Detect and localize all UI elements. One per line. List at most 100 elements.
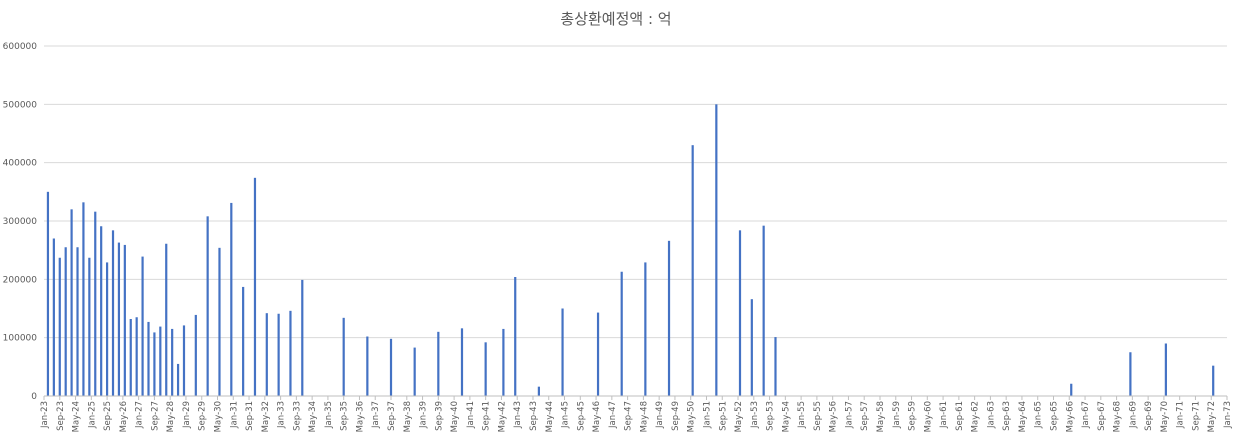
x-tick-label: Jan-27 (135, 401, 145, 429)
y-tick-label: 400000 (3, 159, 38, 169)
bar (100, 226, 103, 396)
x-tick-label: Sep-45 (576, 401, 586, 431)
bar (691, 145, 694, 396)
x-tick-label: Sep-57 (860, 401, 870, 431)
bar (596, 312, 600, 396)
x-tick-label: May-24 (72, 401, 82, 432)
x-tick-label: Sep-59 (908, 401, 918, 431)
bar (667, 240, 671, 396)
x-tick-label: May-68 (1113, 401, 1123, 432)
bar (194, 314, 197, 396)
bar (129, 319, 132, 396)
bar (230, 202, 233, 396)
x-tick-label: Sep-65 (1049, 401, 1059, 431)
x-tick-label: Sep-61 (955, 401, 965, 431)
x-tick-label: Jan-71 (1176, 401, 1186, 429)
x-tick-label: Jan-67 (1081, 401, 1091, 429)
x-tick-label: Jan-29 (182, 401, 192, 429)
bar (1129, 352, 1132, 396)
bar (242, 286, 245, 396)
x-tick-label: May-32 (261, 401, 271, 432)
bar (537, 386, 540, 396)
x-tick-label: May-46 (592, 401, 602, 432)
chart-title: 총상환예정액 : 억 (560, 10, 671, 28)
y-tick-label: 200000 (3, 275, 38, 285)
x-tick-label: May-56 (829, 401, 839, 432)
bar (413, 347, 416, 396)
bar (750, 299, 753, 396)
x-tick-label: Jan-63 (986, 401, 996, 429)
x-tick-label: Sep-23 (56, 401, 66, 431)
bar (1164, 343, 1167, 396)
bar (253, 177, 257, 396)
x-tick-label: May-60 (923, 401, 933, 432)
x-tick-label: Sep-43 (529, 401, 539, 431)
x-tick-label: Jan-45 (561, 401, 571, 429)
bar (738, 230, 742, 396)
bar (206, 216, 209, 396)
x-tick-label: Jan-41 (466, 401, 476, 429)
x-tick-label: Jan-31 (229, 401, 239, 429)
y-tick-label: 300000 (3, 217, 38, 227)
bar (218, 247, 221, 396)
bar (105, 262, 109, 396)
bar (644, 262, 647, 396)
bar (389, 338, 393, 396)
bar (123, 244, 126, 396)
bar (301, 279, 304, 396)
x-tick-label: Jan-35 (324, 401, 334, 429)
x-tick-label: May-34 (308, 401, 318, 432)
x-tick-label: May-48 (639, 401, 649, 432)
bar (289, 310, 292, 396)
x-tick-label: Sep-47 (624, 401, 634, 431)
x-tick-label: Sep-33 (292, 401, 302, 431)
bar (82, 202, 85, 396)
bar (135, 317, 138, 396)
bar (762, 225, 765, 396)
bar (484, 342, 487, 396)
gridlines (44, 45, 1227, 339)
bar (147, 321, 150, 396)
x-tick-label: Sep-51 (718, 401, 728, 431)
y-axis-ticks: 0 100000 200000 300000 400000 500000 600000 (3, 42, 38, 402)
x-tick-label: Jan-43 (513, 401, 523, 429)
x-tick-label: Jan-53 (750, 401, 760, 429)
bar (171, 328, 174, 396)
bar (502, 328, 505, 396)
x-tick-label: Jan-33 (277, 401, 287, 429)
bar (153, 332, 156, 396)
bar (52, 238, 55, 396)
x-tick-label: May-66 (1065, 401, 1075, 432)
bar (774, 337, 777, 396)
y-tick-label: 600000 (3, 42, 38, 52)
x-tick-label: Jan-39 (419, 401, 429, 429)
x-tick-label: Jan-49 (655, 401, 665, 429)
x-tick-label: Sep-49 (671, 401, 681, 431)
bar (111, 230, 115, 396)
bar (159, 326, 162, 396)
x-axis-ticks: Jan-23 Sep-23 May-24 Jan-25 Sep-25 May-26 Jan-… (40, 396, 1233, 432)
x-tick-label: Sep-41 (482, 401, 492, 431)
x-tick-label: Sep-53 (766, 401, 776, 431)
bar (1212, 365, 1215, 396)
x-tick-label: Jan-51 (702, 401, 712, 429)
bar (342, 317, 345, 396)
x-tick-label: Jan-55 (797, 401, 807, 429)
x-tick-label: May-38 (403, 401, 413, 432)
x-tick-label: Sep-37 (387, 401, 397, 431)
bar (265, 313, 268, 396)
bar (76, 247, 79, 396)
bar (715, 104, 718, 396)
bar (366, 336, 369, 396)
x-tick-label: May-58 (876, 401, 886, 432)
y-tick-label: 0 (31, 392, 37, 402)
x-tick-label: Jan-37 (371, 401, 381, 429)
bar (88, 257, 91, 396)
bar (58, 257, 61, 396)
x-tick-label: Jan-61 (939, 401, 949, 429)
bar (1070, 383, 1073, 396)
x-tick-label: Sep-71 (1191, 401, 1201, 431)
x-tick-label: Jan-73 (1223, 401, 1233, 429)
bar (117, 242, 121, 396)
